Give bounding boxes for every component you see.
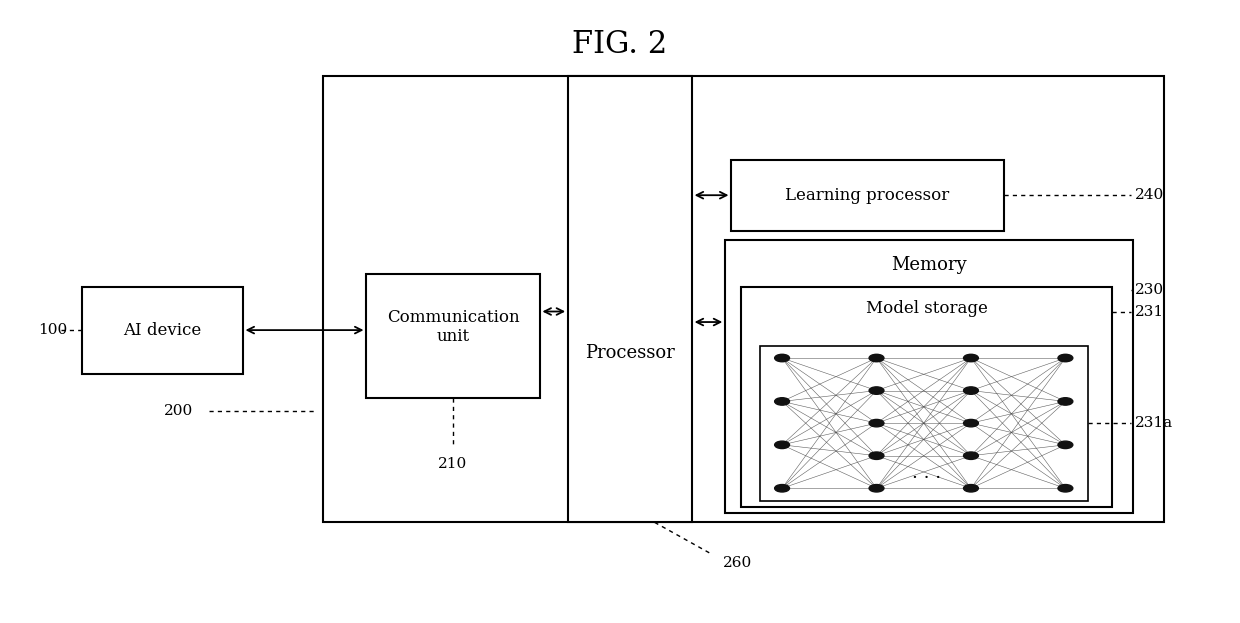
Circle shape xyxy=(869,452,884,459)
FancyBboxPatch shape xyxy=(725,240,1133,513)
Circle shape xyxy=(1058,485,1073,492)
FancyBboxPatch shape xyxy=(82,287,243,374)
Circle shape xyxy=(869,387,884,394)
Text: Communication
unit: Communication unit xyxy=(387,309,520,345)
Circle shape xyxy=(963,452,978,459)
Text: 231: 231 xyxy=(1135,305,1164,318)
Circle shape xyxy=(963,419,978,427)
FancyBboxPatch shape xyxy=(742,287,1112,507)
Circle shape xyxy=(1058,441,1073,449)
Circle shape xyxy=(775,354,790,362)
Circle shape xyxy=(963,354,978,362)
Circle shape xyxy=(1058,397,1073,405)
Text: Memory: Memory xyxy=(892,255,967,273)
Circle shape xyxy=(775,485,790,492)
FancyBboxPatch shape xyxy=(568,76,692,522)
FancyBboxPatch shape xyxy=(732,159,1003,231)
Text: 100: 100 xyxy=(38,323,68,337)
Circle shape xyxy=(1058,354,1073,362)
Text: 231a: 231a xyxy=(1135,416,1173,430)
Text: 240: 240 xyxy=(1135,188,1164,202)
Circle shape xyxy=(963,485,978,492)
Text: 210: 210 xyxy=(439,457,467,471)
FancyBboxPatch shape xyxy=(760,346,1087,501)
Circle shape xyxy=(775,397,790,405)
Text: FIG. 2: FIG. 2 xyxy=(573,29,667,60)
Circle shape xyxy=(963,387,978,394)
Circle shape xyxy=(775,441,790,449)
Text: AI device: AI device xyxy=(123,321,201,339)
Circle shape xyxy=(869,485,884,492)
Text: 230: 230 xyxy=(1135,283,1164,297)
Circle shape xyxy=(869,419,884,427)
FancyBboxPatch shape xyxy=(366,274,539,398)
Text: Model storage: Model storage xyxy=(866,300,988,317)
Text: Processor: Processor xyxy=(585,344,675,362)
Text: Learning processor: Learning processor xyxy=(785,187,950,204)
FancyBboxPatch shape xyxy=(324,76,1164,522)
Text: . . .: . . . xyxy=(913,464,941,482)
Text: 200: 200 xyxy=(164,404,193,418)
Text: 260: 260 xyxy=(723,556,751,571)
Circle shape xyxy=(869,354,884,362)
